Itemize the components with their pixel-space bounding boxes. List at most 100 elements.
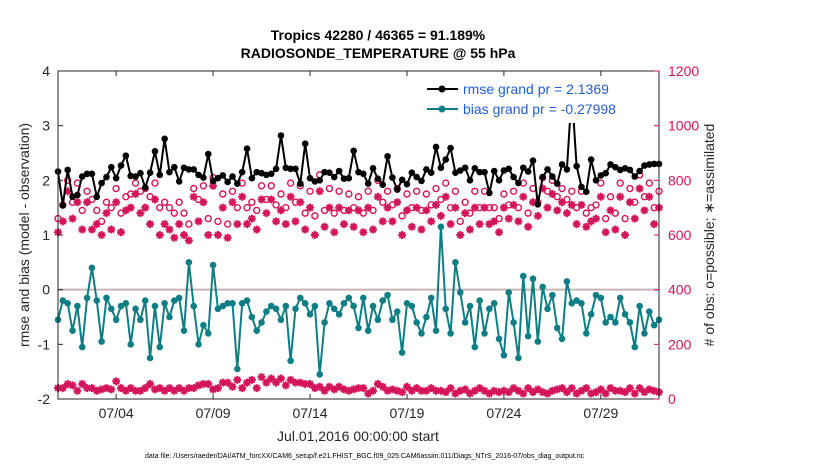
rmse-point <box>195 171 202 179</box>
obs-assimilated-marker <box>465 225 474 234</box>
obs-assimilated-marker <box>97 231 106 239</box>
bias-point <box>127 341 135 348</box>
rmse-point <box>442 156 450 163</box>
obs-assimilated-marker <box>373 379 382 388</box>
rmse-point <box>127 172 135 180</box>
bias-point <box>263 308 270 315</box>
obs-assimilated-marker <box>155 384 164 393</box>
obs-assimilated-marker <box>87 384 96 393</box>
y-right-tick-label: 1000 <box>668 118 699 134</box>
rmse-point <box>432 143 440 151</box>
rmse-point <box>243 145 251 152</box>
bias-point <box>524 332 532 340</box>
rmse-point <box>292 165 299 173</box>
rmse-point <box>335 167 343 175</box>
rmse-point <box>456 167 464 174</box>
bias-point <box>190 302 198 310</box>
bias-point <box>461 319 469 326</box>
bias-point <box>636 302 643 310</box>
obs-possible-marker <box>524 209 532 217</box>
bias-point <box>549 291 556 299</box>
obs-assimilated-marker <box>58 384 67 393</box>
obs-possible-marker <box>616 179 624 187</box>
obs-possible-marker <box>432 184 440 193</box>
obs-assimilated-marker <box>499 386 508 395</box>
rmse-point <box>200 174 207 181</box>
obs-assimilated-marker <box>388 385 397 394</box>
obs-possible-marker <box>248 198 256 206</box>
obs-assimilated-marker <box>490 386 499 395</box>
obs-possible-marker <box>204 214 212 223</box>
obs-possible-marker <box>606 193 615 201</box>
rmse-point <box>64 166 71 174</box>
y-axis-right-ticks: 0 200 400 600 800 1000 1200 <box>654 63 699 407</box>
obs-assimilated-marker <box>73 198 82 207</box>
obs-assimilated-marker <box>480 386 489 395</box>
rmse-point <box>612 163 619 171</box>
bias-point <box>297 294 304 302</box>
bias-point <box>195 341 202 348</box>
rmse-point <box>650 160 658 168</box>
bias-point <box>287 357 294 365</box>
obs-assimilated-marker <box>78 379 87 388</box>
rmse-point <box>306 174 314 182</box>
obs-assimilated-marker <box>223 233 232 242</box>
obs-assimilated-marker <box>524 384 533 393</box>
obs-assimilated-marker <box>180 386 189 395</box>
obs-assimilated-marker <box>233 220 242 229</box>
chart-title-line1: Tropics 42280 / 46365 = 91.189% <box>271 27 486 43</box>
bias-point <box>74 302 81 310</box>
obs-assimilated-marker <box>640 206 649 215</box>
obs-possible-marker <box>601 214 610 223</box>
obs-assimilated-marker <box>393 198 402 207</box>
obs-assimilated-marker <box>596 385 605 394</box>
rmse-point <box>132 173 139 180</box>
bias-series <box>54 223 663 378</box>
bias-point <box>539 283 546 291</box>
legend-bias-marker <box>438 105 446 113</box>
bias-point <box>59 297 67 304</box>
obs-assimilated-marker <box>495 228 504 237</box>
obs-assimilated-marker <box>112 377 121 386</box>
bias-point <box>558 335 566 343</box>
obs-assimilated-marker <box>398 388 407 397</box>
obs-assimilated-marker <box>291 217 300 226</box>
obs-assimilated-marker <box>407 222 416 231</box>
rmse-point <box>413 173 420 181</box>
bias-point <box>582 330 590 337</box>
obs-possible-marker <box>170 209 179 217</box>
obs-assimilated-marker <box>553 385 562 394</box>
bias-point <box>151 302 159 310</box>
obs-assimilated-marker <box>204 379 213 388</box>
obs-possible-marker <box>180 209 188 217</box>
bias-point <box>374 316 382 324</box>
obs-assimilated-marker <box>364 389 373 398</box>
y-right-tick-label: 200 <box>668 336 692 352</box>
bias-point <box>447 330 454 337</box>
obs-assimilated-marker <box>621 388 630 397</box>
obs-assimilated-marker <box>131 386 140 395</box>
obs-assimilated-marker <box>524 222 533 231</box>
obs-assimilated-marker <box>141 384 150 393</box>
obs-assimilated-marker <box>509 200 518 209</box>
obs-assimilated-marker <box>475 220 484 229</box>
obs-assimilated-marker <box>436 211 445 220</box>
obs-assimilated-marker <box>243 220 252 229</box>
bias-point <box>519 272 527 280</box>
obs-assimilated-marker <box>247 214 256 223</box>
obs-possible-marker <box>243 203 251 212</box>
obs-assimilated-marker <box>533 211 542 220</box>
bias-point <box>166 313 173 321</box>
obs-assimilated-marker <box>315 187 324 196</box>
rmse-point <box>427 169 435 176</box>
bias-point <box>641 330 648 337</box>
obs-possible-marker <box>500 190 508 198</box>
obs-assimilated-marker <box>272 378 281 387</box>
obs-assimilated-marker <box>107 225 116 234</box>
obs-assimilated-marker <box>441 192 450 201</box>
legend-rmse-marker <box>438 85 446 93</box>
bias-point <box>442 305 450 313</box>
obs-possible-marker <box>228 187 237 195</box>
bias-point <box>200 321 207 329</box>
